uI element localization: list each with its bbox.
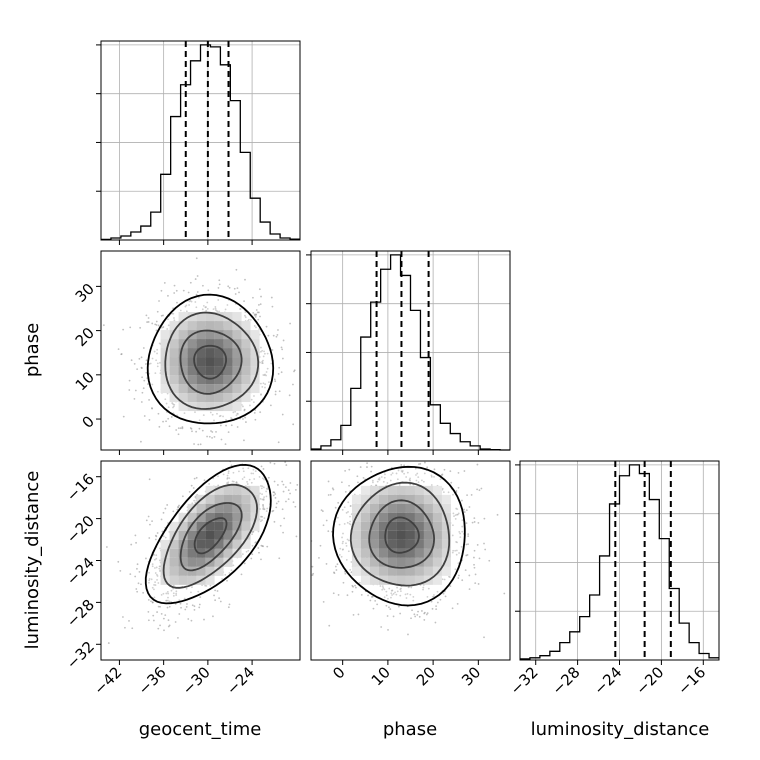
joint-geocent-time-vs-phase-contour — [146, 293, 275, 425]
ylabel-phase: phase — [22, 323, 43, 377]
joint-geocent-time-vs-luminosity-distance-contour — [193, 517, 228, 555]
marginal-luminosity-distance-histogram — [520, 464, 719, 660]
joint-geocent-time-vs-phase-contour — [164, 311, 260, 410]
joint-geocent-time-vs-phase-contour — [179, 329, 243, 395]
joint-phase-vs-luminosity-distance-contour — [384, 516, 420, 554]
marginal-geocent-time-histogram — [101, 44, 300, 241]
joint-phase-vs-luminosity-distance-contour — [349, 481, 451, 587]
xlabel-phase: phase — [383, 719, 437, 740]
joint-geocent-time-vs-phase-contour — [193, 344, 228, 380]
xlabel-geocent-time: geocent_time — [139, 719, 262, 740]
ylabel-luminosity-distance: luminosity_distance — [22, 471, 43, 650]
marginal-phase-frame — [310, 250, 511, 451]
joint-geocent-time-vs-luminosity-distance-contour — [179, 502, 243, 572]
xlabel-luminosity-distance: luminosity_distance — [531, 719, 710, 740]
marginal-geocent-time-frame — [100, 40, 301, 241]
joint-geocent-time-vs-luminosity-distance-contour — [144, 463, 272, 605]
joint-phase-vs-luminosity-distance-frame — [310, 460, 511, 661]
joint-phase-vs-luminosity-distance-contour — [332, 465, 466, 607]
joint-geocent-time-vs-phase-frame — [100, 250, 301, 451]
joint-geocent-time-vs-luminosity-distance-contour — [162, 483, 259, 589]
marginal-phase-histogram — [311, 254, 510, 451]
joint-phase-vs-luminosity-distance-contour — [368, 499, 436, 569]
